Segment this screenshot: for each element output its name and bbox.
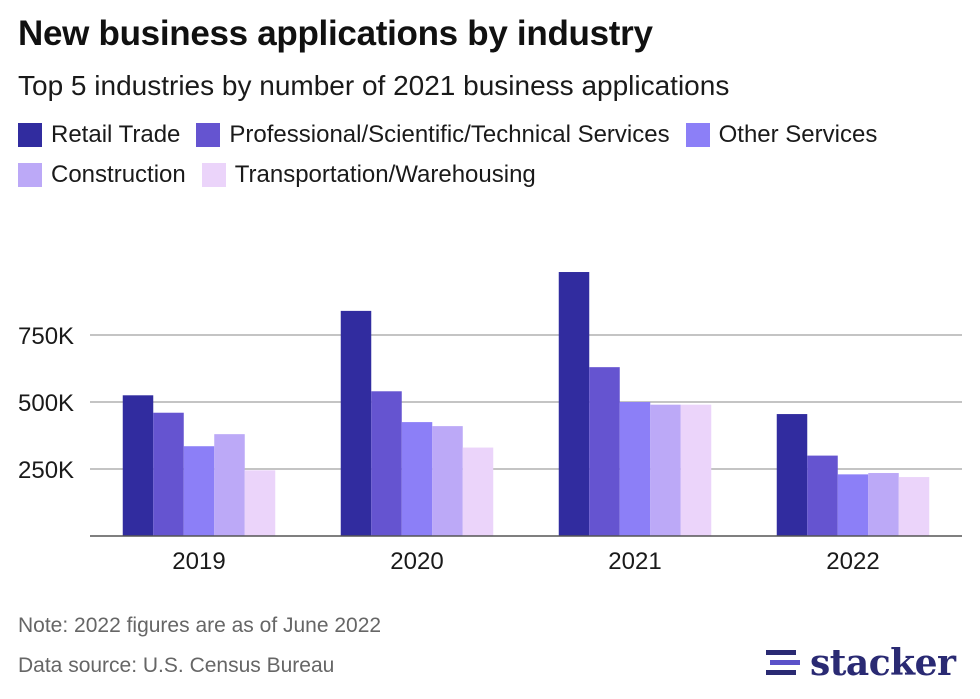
bar-2019-4 <box>244 470 276 536</box>
x-tick-label-2021: 2021 <box>608 548 661 575</box>
bar-2021-3 <box>650 404 681 536</box>
bar-2019-3 <box>214 434 245 536</box>
brand-name: stacker <box>810 642 956 684</box>
legend-swatch-construction <box>18 163 42 187</box>
footnote: Note: 2022 figures are as of June 2022 <box>18 614 382 637</box>
legend-label-construction: Construction <box>51 161 186 188</box>
bar-2019-1 <box>153 412 184 536</box>
legend-swatch-professional <box>196 123 221 147</box>
legend-label-retail: Retail Trade <box>51 121 181 148</box>
chart-subtitle: Top 5 industries by number of 2021 busin… <box>18 70 730 101</box>
bar-2021-2 <box>619 402 651 536</box>
stacker-logo-icon <box>766 650 800 675</box>
bar-2021-4 <box>680 404 712 536</box>
bar-2020-0 <box>340 310 372 536</box>
legend-item-construction: Construction <box>18 160 186 190</box>
x-tick-label-2019: 2019 <box>172 548 225 575</box>
legend-item-transportation: Transportation/Warehousing <box>201 160 536 190</box>
y-tick-label-1: 500K <box>18 390 74 417</box>
legend-swatch-retail <box>18 123 42 147</box>
legend-label-transportation: Transportation/Warehousing <box>234 161 536 188</box>
y-tick-label-2: 750K <box>18 323 74 350</box>
bar-2022-1 <box>807 455 838 536</box>
y-tick-label-0: 250K <box>18 457 74 484</box>
bar-2021-0 <box>558 272 590 536</box>
legend-label-professional: Professional/Scientific/Technical Servic… <box>229 121 670 148</box>
bar-2020-1 <box>371 391 402 536</box>
legend-swatch-transportation <box>201 163 226 187</box>
bar-2019-2 <box>183 446 215 536</box>
bar-2020-2 <box>401 422 433 536</box>
legend: Retail Trade Professional/Scientific/Tec… <box>18 120 968 190</box>
chart-title: New business applications by industry <box>18 14 653 53</box>
x-tick-label-2022: 2022 <box>826 548 879 575</box>
bar-2022-3 <box>868 473 899 536</box>
bar-2021-1 <box>589 367 620 536</box>
brand-logo: stacker <box>766 642 956 684</box>
legend-label-other: Other Services <box>718 121 878 148</box>
legend-item-retail: Retail Trade <box>18 120 180 150</box>
x-tick-label-2020: 2020 <box>390 548 443 575</box>
legend-item-professional: Professional/Scientific/Technical Servic… <box>196 120 670 150</box>
bar-2022-0 <box>776 414 808 536</box>
bar-2019-0 <box>122 395 154 536</box>
bar-2020-4 <box>462 447 494 536</box>
data-source: Data source: U.S. Census Bureau <box>18 654 335 677</box>
bar-2022-4 <box>898 477 930 536</box>
bar-2020-3 <box>432 426 463 536</box>
bar-2022-2 <box>837 474 869 536</box>
legend-item-other: Other Services <box>685 120 878 150</box>
legend-swatch-other <box>685 123 710 147</box>
